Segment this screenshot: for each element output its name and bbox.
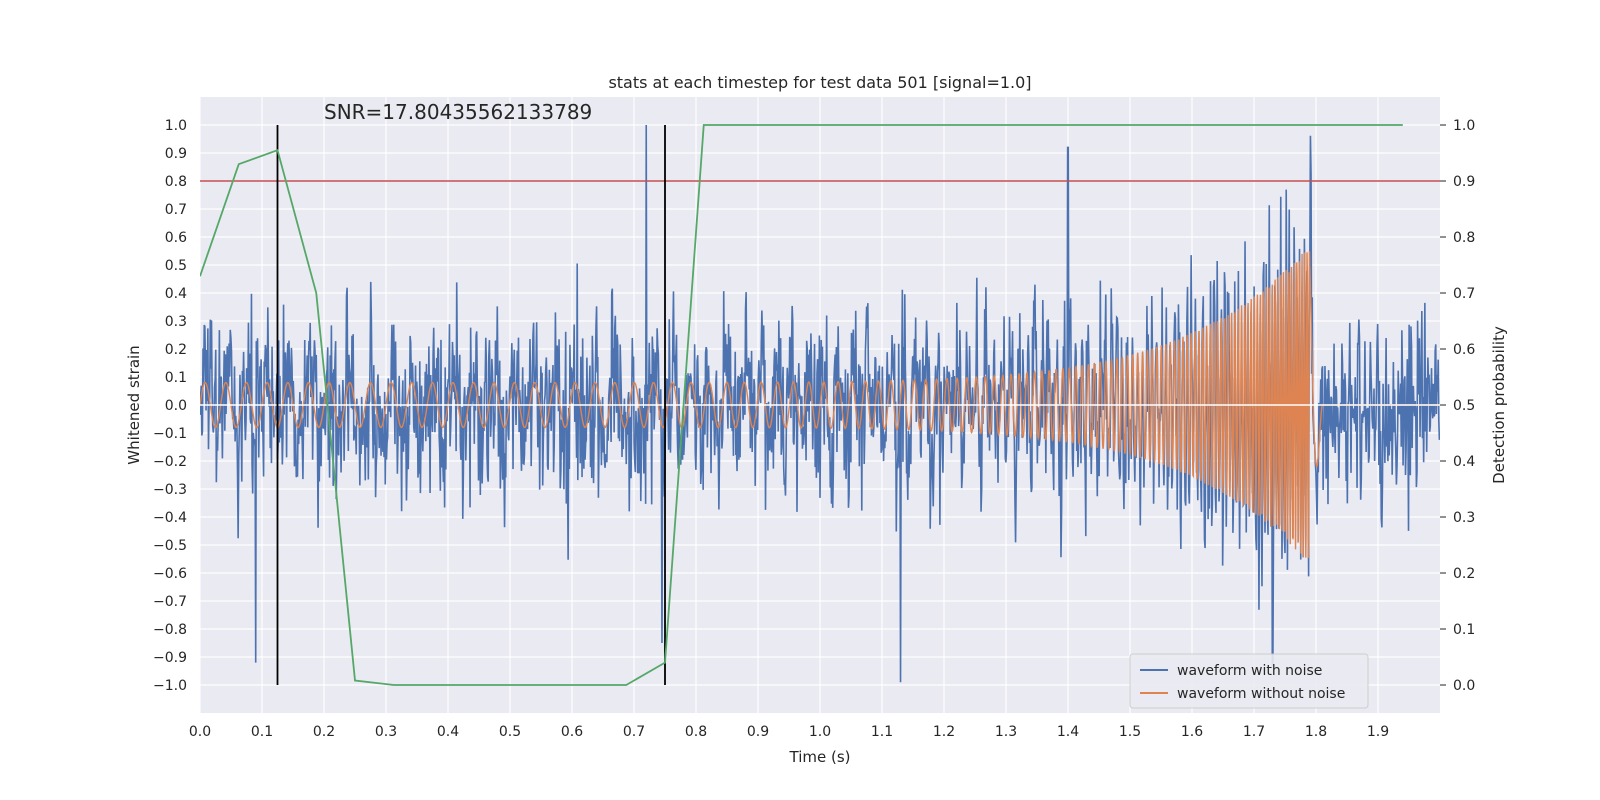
x-tick-label: 0.0 <box>189 724 211 740</box>
x-tick-label: 0.1 <box>251 724 273 740</box>
y-axis-label: Whitened strain <box>125 345 143 464</box>
x-tick-label: 1.8 <box>1305 724 1327 740</box>
y-tick-label: −1.0 <box>153 678 187 694</box>
detection-probability-line <box>200 124 1403 686</box>
x-tick-label: 1.2 <box>933 724 955 740</box>
x-tick-label: 0.8 <box>685 724 707 740</box>
y-tick-label: 0.0 <box>165 398 187 414</box>
y2-tick-label: 0.4 <box>1453 454 1475 470</box>
x-tick-label: 1.1 <box>871 724 893 740</box>
x-tick-label: 0.5 <box>499 724 521 740</box>
x-tick-label: 0.2 <box>313 724 335 740</box>
y2-tick-label: 1.0 <box>1453 118 1475 134</box>
y-tick-label: 1.0 <box>165 118 187 134</box>
chart-title: stats at each timestep for test data 501… <box>608 73 1031 92</box>
legend-label: waveform without noise <box>1177 686 1345 702</box>
y-tick-label: 0.3 <box>165 314 187 330</box>
y-tick-label: 0.2 <box>165 342 187 358</box>
y-tick-label: −0.8 <box>153 622 187 638</box>
x-tick-label: 1.3 <box>995 724 1017 740</box>
x-tick-label: 1.7 <box>1243 724 1265 740</box>
y-tick-label: −0.7 <box>153 594 187 610</box>
ticks: 0.0 0.1 0.2 0.3 0.4 0.5 0.6 0.7 0.8 0.9 1.0 1.1 1.2 1… <box>153 118 1475 740</box>
x-tick-label: 1.5 <box>1119 724 1141 740</box>
y-tick-label: 0.4 <box>165 286 187 302</box>
x-axis-label: Time (s) <box>789 748 851 766</box>
y-tick-label: −0.6 <box>153 566 187 582</box>
y-tick-label: 0.6 <box>165 230 187 246</box>
x-tick-label: 1.6 <box>1181 724 1203 740</box>
snr-annotation: SNR=17.80435562133789 <box>324 100 592 124</box>
y-tick-label: −0.5 <box>153 538 187 554</box>
y2-tick-label: 0.5 <box>1453 398 1475 414</box>
y-tick-label: −0.3 <box>153 482 187 498</box>
y-tick-label: −0.9 <box>153 650 187 666</box>
y-tick-label: −0.1 <box>153 426 187 442</box>
y-tick-label: −0.2 <box>153 454 187 470</box>
x-tick-label: 1.9 <box>1367 724 1389 740</box>
y-tick-label: 0.9 <box>165 146 187 162</box>
noisy-waveform-line <box>200 124 1440 683</box>
y-tick-label: −0.4 <box>153 510 187 526</box>
y2-tick-label: 0.1 <box>1453 622 1475 638</box>
y2-tick-label: 0.6 <box>1453 342 1475 358</box>
y2-tick-label: 0.9 <box>1453 174 1475 190</box>
y2-axis-label: Detection probability <box>1490 326 1508 484</box>
x-tick-label: 0.4 <box>437 724 459 740</box>
y2-tick-label: 0.0 <box>1453 678 1475 694</box>
y-tick-label: 0.8 <box>165 174 187 190</box>
x-tick-label: 0.9 <box>747 724 769 740</box>
legend-label: waveform with noise <box>1177 663 1322 679</box>
plot-series <box>200 124 1440 686</box>
x-tick-label: 1.0 <box>809 724 831 740</box>
y2-tick-label: 0.8 <box>1453 230 1475 246</box>
y2-tick-label: 0.3 <box>1453 510 1475 526</box>
x-tick-label: 0.3 <box>375 724 397 740</box>
legend-box <box>1129 653 1369 709</box>
y-tick-label: 0.1 <box>165 370 187 386</box>
x-tick-label: 0.6 <box>561 724 583 740</box>
x-tick-label: 0.7 <box>623 724 645 740</box>
y2-tick-label: 0.7 <box>1453 286 1475 302</box>
y-tick-label: 0.5 <box>165 258 187 274</box>
legend: waveform with noise waveform without nois… <box>1129 653 1369 709</box>
y2-tick-label: 0.2 <box>1453 566 1475 582</box>
y-tick-label: 0.7 <box>165 202 187 218</box>
x-tick-label: 1.4 <box>1057 724 1079 740</box>
